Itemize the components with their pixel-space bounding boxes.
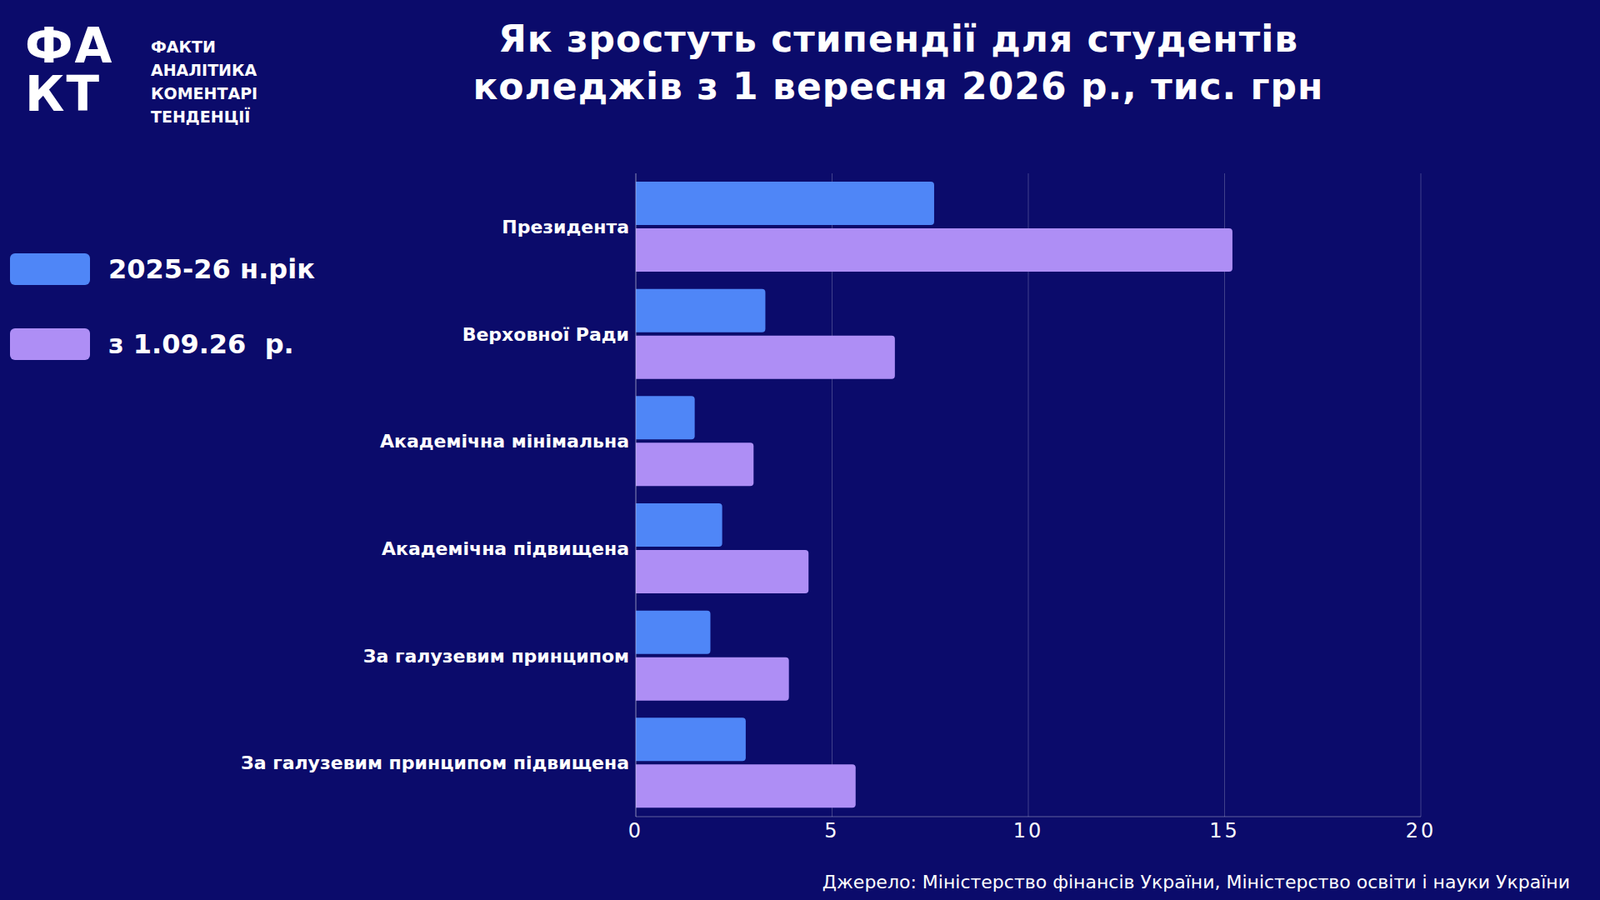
html-text:з 1.09.26 р.: з 1.09.26 р.	[108, 328, 294, 360]
svg-text:Академічна мінімальна: Академічна мінімальна	[380, 430, 630, 452]
svg-text:20: 20	[1405, 819, 1437, 843]
svg-text:15: 15	[1209, 819, 1240, 843]
svg-text:Академічна підвищена: Академічна підвищена	[381, 538, 630, 560]
html-text:КТ: КТ	[25, 65, 101, 123]
svg-text:За галузевим принципом: За галузевим принципом	[363, 645, 630, 667]
svg-text:0: 0	[628, 819, 644, 843]
svg-text:5: 5	[824, 819, 840, 843]
html-text:Джерело: Міністерство фінансів: Джерело: Міністерство фінансів України, …	[822, 871, 1570, 893]
html-text:АНАЛІТИКА: АНАЛІТИКА	[150, 60, 257, 80]
html-text:Як зростуть стипендії для студ: Як зростуть стипендії для студентів коле…	[472, 17, 1324, 108]
html-text:ФА: ФА	[25, 17, 114, 75]
svg-text:За галузевим принципом підвище: За галузевим принципом підвищена	[240, 752, 630, 774]
svg-text:10: 10	[1013, 819, 1045, 843]
svg-text:Президента: Президента	[501, 216, 630, 238]
html-text:2025-26 н.рік: 2025-26 н.рік	[108, 253, 315, 285]
html-text:КОМЕНТАРІ: КОМЕНТАРІ	[150, 84, 258, 103]
html-text:ТЕНДЕНЦІЇ: ТЕНДЕНЦІЇ	[150, 107, 251, 126]
svg-text:Верховної Ради: Верховної Ради	[462, 324, 630, 345]
html-text:ФАКТИ: ФАКТИ	[150, 37, 216, 56]
